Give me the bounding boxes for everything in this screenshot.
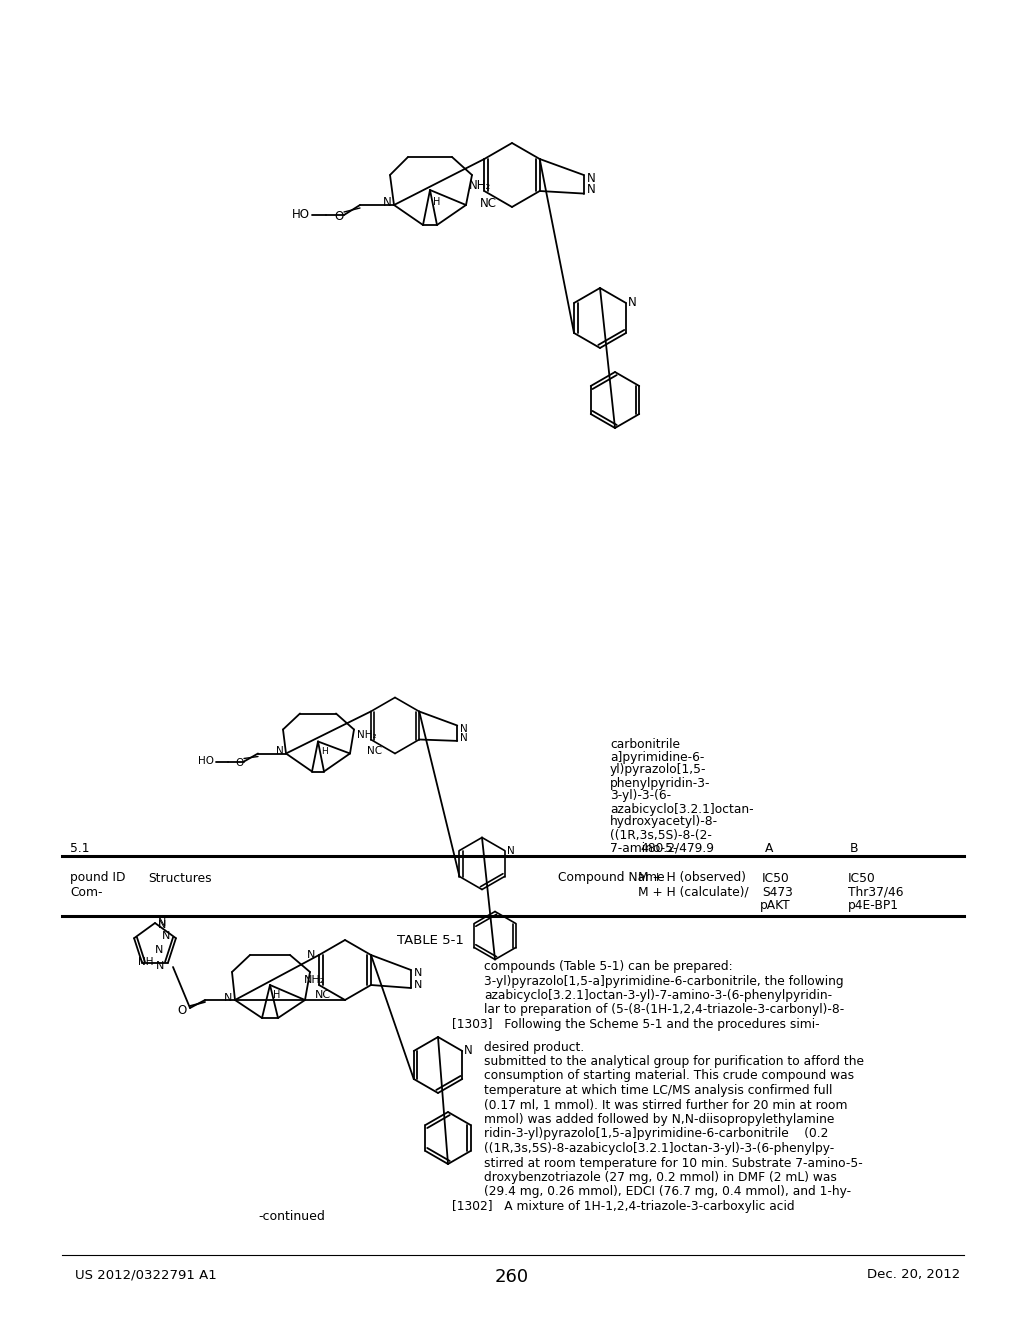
Text: -continued: -continued — [258, 1210, 325, 1224]
Text: H: H — [321, 747, 328, 756]
Text: IC50: IC50 — [848, 871, 876, 884]
Text: temperature at which time LC/MS analysis confirmed full: temperature at which time LC/MS analysis… — [484, 1084, 833, 1097]
Text: H: H — [273, 990, 281, 1001]
Text: Structures: Structures — [148, 871, 212, 884]
Text: 3-yl)pyrazolo[1,5-a]pyrimidine-6-carbonitrile, the following: 3-yl)pyrazolo[1,5-a]pyrimidine-6-carboni… — [484, 974, 844, 987]
Text: NC: NC — [367, 746, 382, 755]
Text: Thr37/46: Thr37/46 — [848, 886, 903, 899]
Text: N: N — [155, 945, 164, 956]
Text: 3-yl)-3-(6-: 3-yl)-3-(6- — [610, 789, 671, 803]
Text: [1302]   A mixture of 1H-1,2,4-triazole-3-carboxylic acid: [1302] A mixture of 1H-1,2,4-triazole-3-… — [452, 1200, 795, 1213]
Text: N: N — [414, 968, 422, 978]
Text: NC: NC — [480, 197, 497, 210]
Text: desired product.: desired product. — [484, 1040, 585, 1053]
Text: N: N — [158, 920, 166, 931]
Text: NH₂: NH₂ — [469, 180, 492, 191]
Text: N: N — [628, 297, 637, 309]
Text: (0.17 ml, 1 mmol). It was stirred further for 20 min at room: (0.17 ml, 1 mmol). It was stirred furthe… — [484, 1098, 848, 1111]
Text: HO: HO — [198, 756, 214, 767]
Text: azabicyclo[3.2.1]octan-: azabicyclo[3.2.1]octan- — [610, 803, 754, 816]
Text: N: N — [460, 723, 468, 734]
Text: M + H (observed): M + H (observed) — [638, 871, 746, 884]
Text: (29.4 mg, 0.26 mmol), EDCI (76.7 mg, 0.4 mmol), and 1-hy-: (29.4 mg, 0.26 mmol), EDCI (76.7 mg, 0.4… — [484, 1185, 851, 1199]
Text: N: N — [223, 993, 232, 1003]
Text: a]pyrimidine-6-: a]pyrimidine-6- — [610, 751, 705, 763]
Text: Com-: Com- — [70, 886, 102, 899]
Text: Dec. 20, 2012: Dec. 20, 2012 — [866, 1269, 961, 1280]
Text: 260: 260 — [495, 1269, 529, 1286]
Text: ((1R,3s,5S)-8-(2-: ((1R,3s,5S)-8-(2- — [610, 829, 712, 842]
Text: droxybenzotriazole (27 mg, 0.2 mmol) in DMF (2 mL) was: droxybenzotriazole (27 mg, 0.2 mmol) in … — [484, 1171, 837, 1184]
Text: phenylpyridin-3-: phenylpyridin-3- — [610, 776, 711, 789]
Text: N: N — [414, 979, 422, 990]
Text: N: N — [156, 961, 164, 970]
Text: pound ID: pound ID — [70, 871, 126, 884]
Text: NH₂: NH₂ — [303, 975, 325, 985]
Text: [1303]   Following the Scheme 5-1 and the procedures simi-: [1303] Following the Scheme 5-1 and the … — [452, 1018, 819, 1031]
Text: S473: S473 — [762, 886, 793, 899]
Text: NH₂: NH₂ — [357, 730, 377, 739]
Text: compounds (Table 5-1) can be prepared:: compounds (Table 5-1) can be prepared: — [484, 960, 732, 973]
Text: TABLE 5-1: TABLE 5-1 — [396, 933, 464, 946]
Text: 480.2/479.9: 480.2/479.9 — [640, 842, 714, 854]
Text: A: A — [765, 842, 773, 854]
Text: O: O — [236, 759, 244, 768]
Text: H: H — [433, 197, 440, 207]
Text: hydroxyacetyl)-8-: hydroxyacetyl)-8- — [610, 816, 718, 829]
Text: ridin-3-yl)pyrazolo[1,5-a]pyrimidine-6-carbonitrile    (0.2: ridin-3-yl)pyrazolo[1,5-a]pyrimidine-6-c… — [484, 1127, 828, 1140]
Text: N: N — [306, 950, 315, 960]
Text: submitted to the analytical group for purification to afford the: submitted to the analytical group for pu… — [484, 1055, 864, 1068]
Text: 5.1: 5.1 — [70, 842, 89, 854]
Text: N: N — [460, 733, 468, 743]
Text: azabicyclo[3.2.1]octan-3-yl)-7-amino-3-(6-phenylpyridin-: azabicyclo[3.2.1]octan-3-yl)-7-amino-3-(… — [484, 989, 833, 1002]
Text: Compound Name: Compound Name — [558, 871, 665, 884]
Text: ((1R,3s,5S)-8-azabicyclo[3.2.1]octan-3-yl)-3-(6-phenylpy-: ((1R,3s,5S)-8-azabicyclo[3.2.1]octan-3-y… — [484, 1142, 835, 1155]
Text: N: N — [162, 931, 170, 941]
Text: NH: NH — [138, 957, 154, 966]
Text: 7-amino-5-: 7-amino-5- — [610, 842, 678, 854]
Text: O: O — [177, 1003, 186, 1016]
Text: N: N — [158, 917, 166, 928]
Text: US 2012/0322791 A1: US 2012/0322791 A1 — [75, 1269, 217, 1280]
Text: mmol) was added followed by N,N-diisopropylethylamine: mmol) was added followed by N,N-diisopro… — [484, 1113, 835, 1126]
Text: yl)pyrazolo[1,5-: yl)pyrazolo[1,5- — [610, 763, 707, 776]
Text: carbonitrile: carbonitrile — [610, 738, 680, 751]
Text: O: O — [335, 210, 344, 223]
Text: consumption of starting material. This crude compound was: consumption of starting material. This c… — [484, 1069, 854, 1082]
Text: N: N — [587, 173, 596, 186]
Text: N: N — [383, 197, 392, 210]
Text: N: N — [276, 747, 284, 756]
Text: HO: HO — [292, 209, 310, 222]
Text: pAKT: pAKT — [760, 899, 791, 912]
Text: B: B — [850, 842, 858, 854]
Text: IC50: IC50 — [762, 871, 790, 884]
Text: stirred at room temperature for 10 min. Substrate 7-amino-5-: stirred at room temperature for 10 min. … — [484, 1156, 863, 1170]
Text: M + H (calculate)/: M + H (calculate)/ — [638, 886, 749, 899]
Text: N: N — [464, 1044, 473, 1057]
Text: p4E-BP1: p4E-BP1 — [848, 899, 899, 912]
Text: N: N — [507, 846, 514, 855]
Text: lar to preparation of (5-(8-(1H-1,2,4-triazole-3-carbonyl)-8-: lar to preparation of (5-(8-(1H-1,2,4-tr… — [484, 1003, 844, 1016]
Text: NC: NC — [315, 990, 331, 1001]
Text: N: N — [587, 183, 596, 197]
